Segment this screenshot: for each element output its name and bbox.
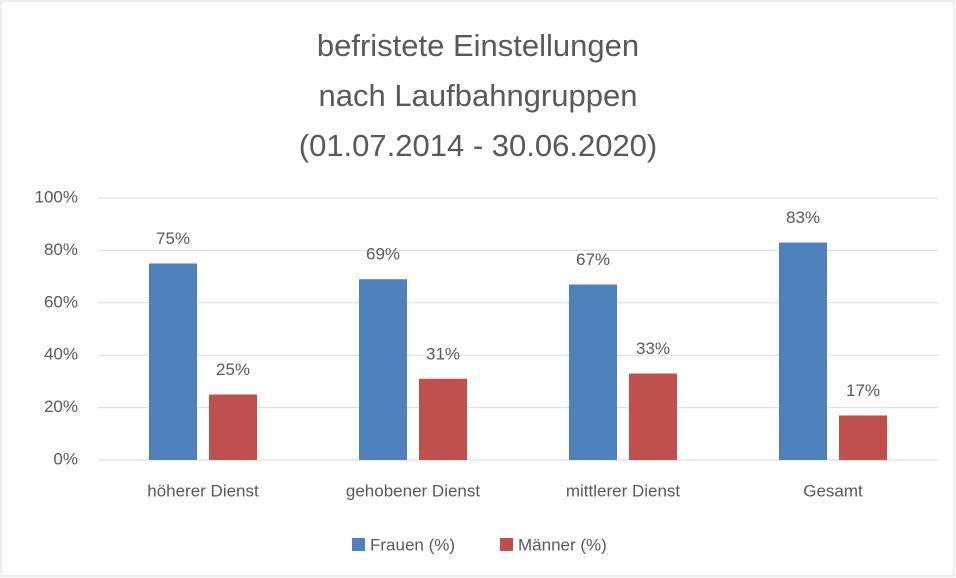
legend-label: Frauen (%): [370, 535, 455, 554]
y-tick-label: 80%: [44, 240, 78, 259]
legend-swatch: [352, 538, 365, 551]
legend-swatch: [500, 538, 513, 551]
y-tick-label: 0%: [53, 449, 78, 468]
x-tick-label: mittlerer Dienst: [566, 481, 681, 500]
x-tick-label: Gesamt: [803, 481, 863, 500]
value-label: 33%: [636, 339, 670, 358]
chart-title: (01.07.2014 - 30.06.2020): [299, 128, 658, 163]
bar: [209, 394, 257, 460]
x-tick-label: höherer Dienst: [147, 481, 259, 500]
bar: [419, 378, 467, 460]
chart-title: befristete Einstellungen: [317, 28, 639, 63]
value-label: 67%: [576, 250, 610, 269]
value-label: 31%: [426, 344, 460, 363]
value-label: 17%: [846, 381, 880, 400]
bar: [569, 284, 617, 460]
y-tick-label: 40%: [44, 345, 78, 364]
bar: [359, 279, 407, 460]
value-label: 25%: [216, 360, 250, 379]
value-label: 69%: [366, 245, 400, 264]
x-tick-label: gehobener Dienst: [346, 481, 480, 500]
chart-title: nach Laufbahngruppen: [319, 78, 638, 113]
legend-label: Männer (%): [518, 535, 607, 554]
bar: [779, 242, 827, 460]
bar: [629, 373, 677, 460]
value-label: 83%: [786, 208, 820, 227]
y-tick-label: 60%: [44, 292, 78, 311]
y-tick-label: 20%: [44, 397, 78, 416]
bar: [149, 263, 197, 460]
bar: [839, 415, 887, 460]
value-label: 75%: [156, 229, 190, 248]
y-tick-label: 100%: [35, 187, 78, 206]
